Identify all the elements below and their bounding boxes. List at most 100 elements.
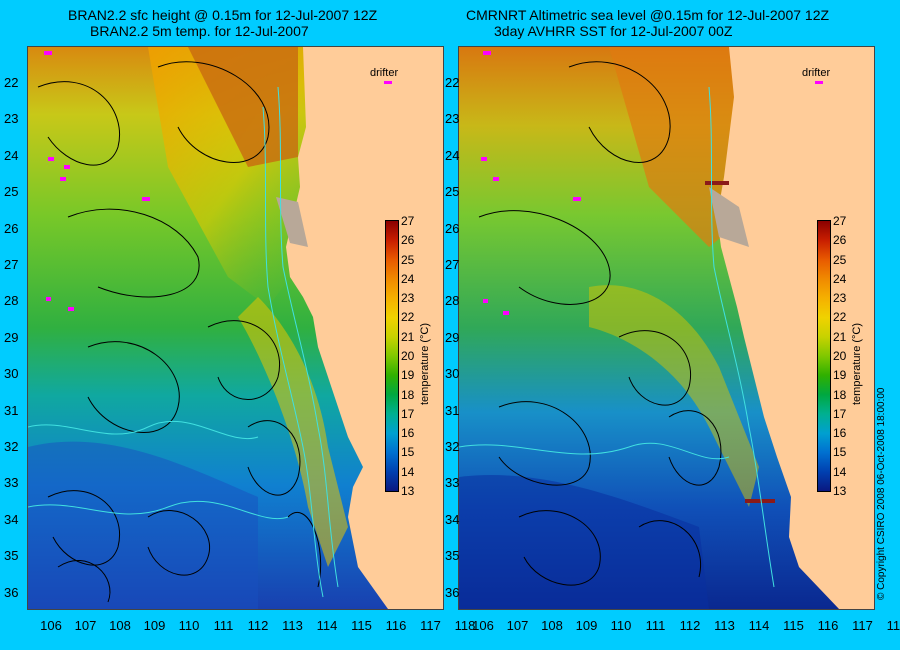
y-tick-label: 34 xyxy=(4,511,19,527)
colorbar-tick-label: 20 xyxy=(833,349,847,363)
y-tick-label: 34 xyxy=(445,511,460,527)
colorbar-tick-label: 27 xyxy=(833,214,847,228)
y-tick-label: 26 xyxy=(4,220,19,236)
x-tick-label: 115 xyxy=(351,618,372,633)
left-title-line2: BRAN2.2 5m temp. for 12-Jul-2007 xyxy=(90,23,309,39)
y-tick-label: 26 xyxy=(445,220,460,236)
y-tick-label: 25 xyxy=(445,184,460,200)
y-tick-label: 36 xyxy=(445,584,460,600)
colorbar-tick-label: 13 xyxy=(401,484,415,498)
x-tick-label: 107 xyxy=(74,618,97,633)
y-tick-label: 29 xyxy=(445,329,460,345)
x-tick-label: 114 xyxy=(748,618,770,633)
colorbar-tick-label: 25 xyxy=(833,252,847,267)
colorbar-tick-label: 22 xyxy=(833,310,847,325)
x-tick-label: 106 xyxy=(40,618,62,633)
x-tick-label: 114 xyxy=(316,618,338,633)
x-tick-label: 115 xyxy=(783,618,804,633)
x-tick-label: 108 xyxy=(109,618,131,633)
y-tick-label: 36 xyxy=(4,584,19,600)
colorbar-tick-label: 24 xyxy=(833,271,847,286)
colorbar-gradient xyxy=(385,220,399,492)
colorbar-tick-label: 19 xyxy=(833,368,847,383)
x-tick-label: 107 xyxy=(506,618,529,633)
y-tick-label: 24 xyxy=(4,147,19,163)
left-title-line1: BRAN2.2 sfc height @ 0.15m for 12-Jul-20… xyxy=(68,7,378,23)
x-tick-label: 112 xyxy=(679,618,701,633)
y-tick-label: 30 xyxy=(4,366,19,382)
y-tick-label: 23 xyxy=(445,111,460,127)
colorbar-tick-label: 15 xyxy=(833,445,847,460)
y-tick-label: 27 xyxy=(4,257,19,272)
x-tick-label: 108 xyxy=(541,618,563,633)
colorbar-title: temperature (°C) xyxy=(419,322,431,405)
colorbar-tick-label: 17 xyxy=(833,406,847,421)
y-tick-label: 23 xyxy=(4,111,19,127)
y-tick-label: 24 xyxy=(445,147,460,163)
left-sst-map xyxy=(28,47,443,609)
colorbar-tick-label: 26 xyxy=(833,233,847,248)
colorbar-tick-label: 18 xyxy=(833,387,847,402)
colorbar-tick-label: 21 xyxy=(833,329,847,344)
left-drifter-label: drifter xyxy=(370,67,399,79)
colorbar-tick-label: 16 xyxy=(401,426,415,441)
x-tick-label: 106 xyxy=(472,618,494,633)
y-tick-label: 27 xyxy=(445,257,460,272)
y-tick-label: 25 xyxy=(4,184,19,200)
y-tick-label: 29 xyxy=(4,329,19,345)
y-tick-label: 32 xyxy=(445,439,460,454)
colorbar-tick-label: 15 xyxy=(401,445,415,460)
colorbar-title: temperature (°C) xyxy=(851,322,863,405)
x-tick-label: 110 xyxy=(178,618,200,633)
x-tick-label: 110 xyxy=(610,618,632,633)
right-title-line1: CMRNRT Altimetric sea level @0.15m for 1… xyxy=(466,7,830,23)
y-tick-label: 30 xyxy=(445,366,460,382)
y-tick-label: 35 xyxy=(445,548,460,564)
y-tick-label: 33 xyxy=(445,475,460,491)
x-tick-label: 117 xyxy=(420,618,441,633)
colorbar-gradient xyxy=(817,220,831,492)
colorbar-tick-label: 23 xyxy=(833,291,847,306)
y-tick-label: 28 xyxy=(445,293,460,309)
colorbar-tick-label: 23 xyxy=(401,291,415,306)
y-tick-label: 22 xyxy=(445,75,460,90)
x-tick-label: 118 xyxy=(454,618,476,633)
colorbar-tick-label: 26 xyxy=(401,233,415,248)
left-map-panel xyxy=(27,46,444,610)
colorbar-tick-label: 27 xyxy=(401,214,415,228)
right-title-line2: 3day AVHRR SST for 12-Jul-2007 00Z xyxy=(494,23,733,39)
right-land xyxy=(717,47,874,609)
x-tick-label: 117 xyxy=(852,618,873,633)
y-tick-label: 32 xyxy=(4,439,19,454)
right-sst-map xyxy=(459,47,874,609)
y-tick-label: 35 xyxy=(4,548,19,564)
colorbar-tick-label: 22 xyxy=(401,310,415,325)
colorbar-tick-label: 17 xyxy=(401,406,415,421)
colorbar-tick-label: 14 xyxy=(833,464,847,479)
x-tick-label: 116 xyxy=(385,618,407,633)
x-tick-label: 112 xyxy=(247,618,269,633)
right-map-panel xyxy=(458,46,875,610)
x-tick-label: 113 xyxy=(714,618,735,633)
x-tick-label: 111 xyxy=(213,618,234,633)
colorbar-tick-label: 13 xyxy=(833,484,847,498)
x-tick-label: 109 xyxy=(143,618,166,633)
y-tick-label: 33 xyxy=(4,475,19,491)
colorbar-tick-label: 18 xyxy=(401,387,415,402)
colorbar-tick-label: 16 xyxy=(833,426,847,441)
colorbar-tick-label: 21 xyxy=(401,329,415,344)
colorbar-tick-label: 19 xyxy=(401,368,415,383)
colorbar-tick-label: 20 xyxy=(401,349,415,363)
x-tick-label: 109 xyxy=(575,618,598,633)
y-tick-label: 22 xyxy=(4,75,19,90)
x-tick-label: 116 xyxy=(817,618,839,633)
y-tick-label: 28 xyxy=(4,293,19,309)
y-tick-label: 31 xyxy=(4,402,19,418)
right-drifter-label: drifter xyxy=(802,67,831,79)
left-drifter-markers xyxy=(44,51,392,311)
x-tick-label: 118 xyxy=(886,618,900,633)
x-tick-label: 113 xyxy=(282,618,303,633)
copyright-text: © Copyright CSIRO 2008 06-Oct-2008 18:00… xyxy=(876,387,887,601)
colorbar-tick-label: 25 xyxy=(401,252,415,267)
x-tick-label: 111 xyxy=(645,618,666,633)
